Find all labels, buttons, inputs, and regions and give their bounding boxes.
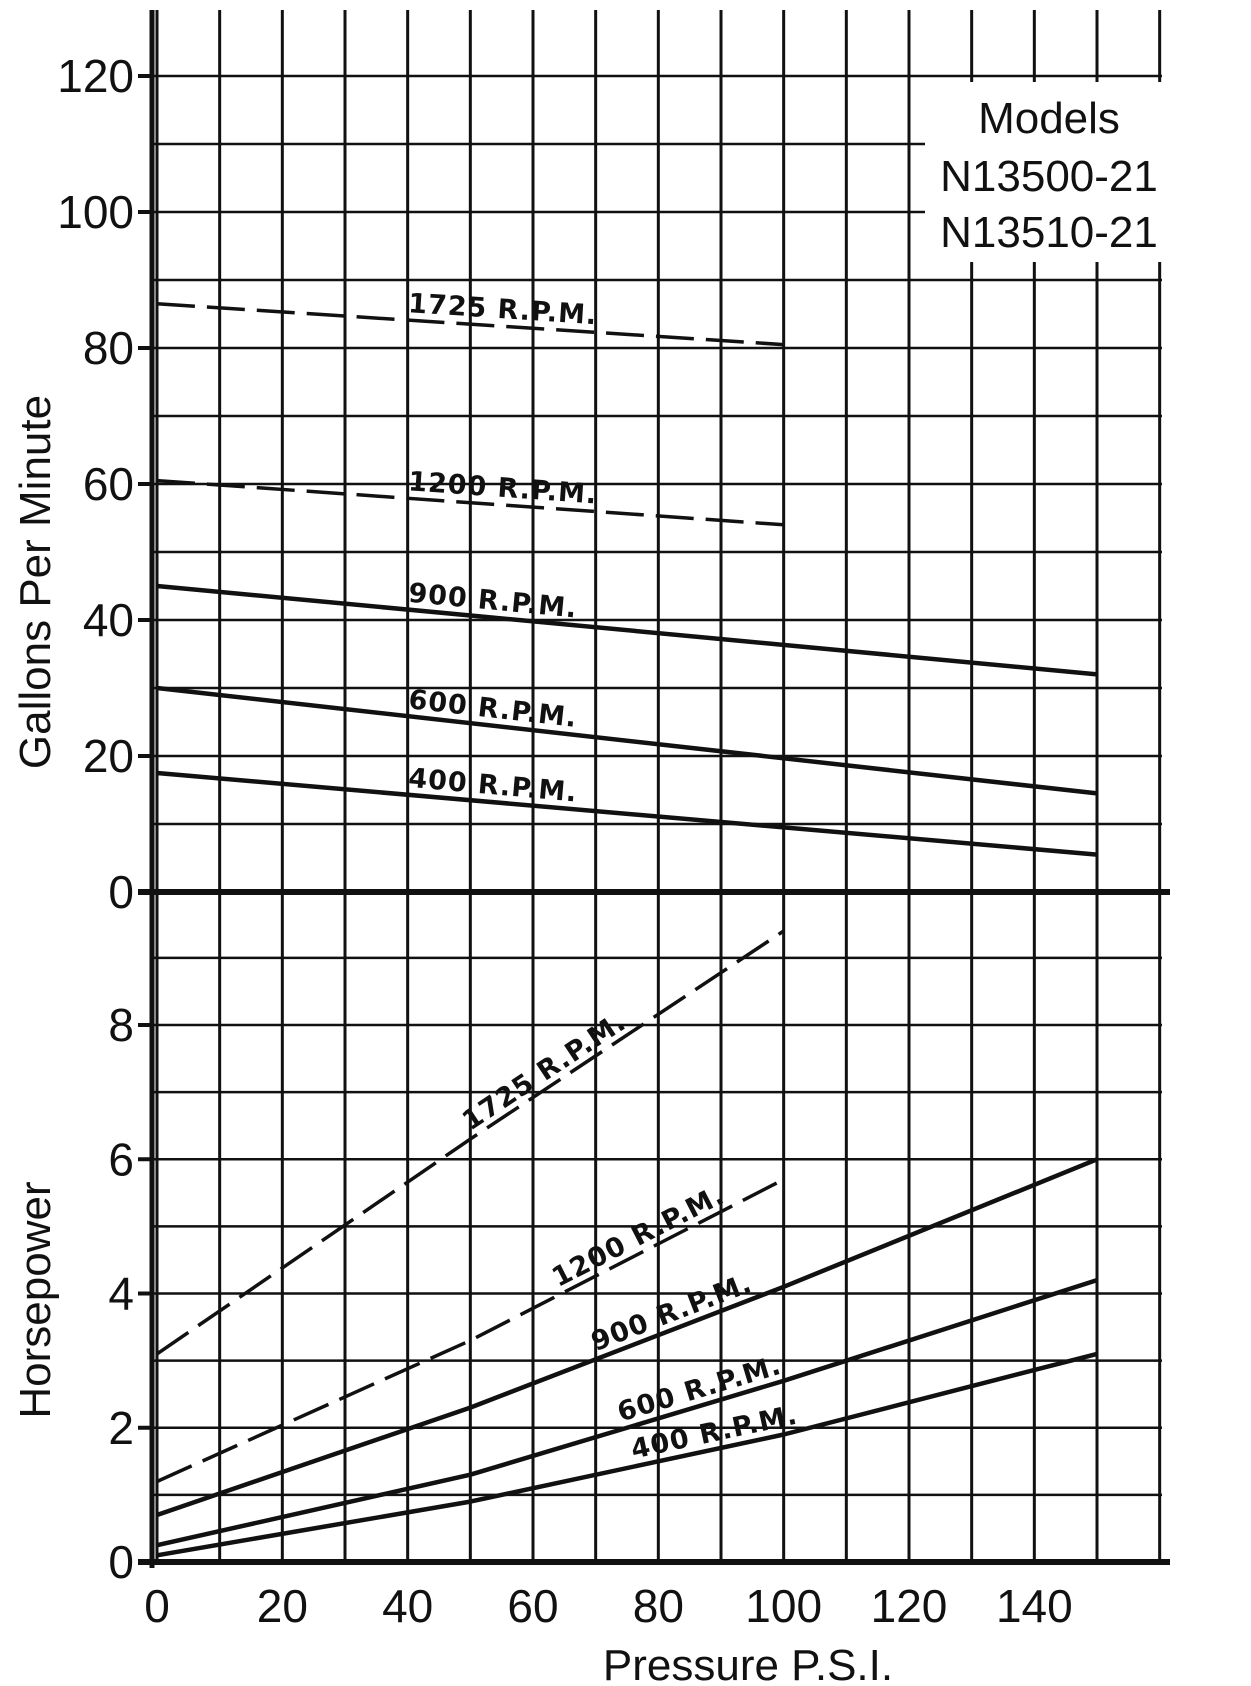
model-number-2: N13510-21 — [940, 208, 1158, 257]
y-axis-title-hp: Horsepower — [11, 1181, 60, 1418]
x-tick-label: 140 — [996, 1580, 1073, 1632]
y-axis-title-gpm: Gallons Per Minute — [11, 395, 60, 769]
series-line-gpm-600 — [156, 685, 1098, 796]
series-label-hp-1200: 1200 R.P.M. — [547, 1180, 730, 1294]
x-tick-label: 40 — [382, 1580, 433, 1632]
series-lines — [156, 302, 1098, 1558]
y-tick-label: 40 — [83, 594, 134, 646]
series-labels: 1725 R.P.M.1200 R.P.M.900 R.P.M.600 R.P.… — [407, 288, 801, 1465]
grid-lines — [152, 10, 1162, 1562]
series-line-gpm-1200 — [156, 478, 784, 527]
series-line-hp-600 — [156, 1277, 1098, 1548]
y-tick-label: 120 — [57, 50, 134, 102]
y-tick-label: 0 — [108, 1536, 134, 1588]
series-line-hp-900 — [156, 1157, 1098, 1518]
series-line-gpm-1725 — [156, 302, 784, 347]
x-tick-label: 0 — [144, 1580, 170, 1632]
y-tick-label: 100 — [57, 186, 134, 238]
x-tick-label: 20 — [257, 1580, 308, 1632]
x-tick-label: 60 — [507, 1580, 558, 1632]
y-tick-label: 80 — [83, 322, 134, 374]
series-line-gpm-400 — [156, 770, 1098, 857]
y-tick-label: 2 — [108, 1402, 134, 1454]
models-heading: Models — [978, 94, 1120, 143]
series-line-hp-400 — [156, 1351, 1098, 1558]
y-tick-label: 4 — [108, 1268, 134, 1320]
plot-frame — [138, 10, 1170, 1568]
x-tick-label: 100 — [745, 1580, 822, 1632]
series-label-gpm-1725: 1725 R.P.M. — [407, 288, 598, 331]
models-box: Models N13500-21 N13510-21 — [925, 82, 1165, 262]
y-tick-label: 6 — [108, 1133, 134, 1185]
series-line-gpm-900 — [156, 583, 1098, 677]
x-axis-title: Pressure P.S.I. — [603, 1641, 893, 1686]
series-label-gpm-1200: 1200 R.P.M. — [407, 466, 598, 510]
y-tick-label: 8 — [108, 999, 134, 1051]
model-number-1: N13500-21 — [940, 152, 1158, 201]
x-tick-label: 120 — [871, 1580, 948, 1632]
y-tick-label: 60 — [83, 458, 134, 510]
y-tick-label: 0 — [108, 866, 134, 918]
x-tick-label: 80 — [633, 1580, 684, 1632]
series-line-hp-1725 — [156, 929, 785, 1356]
y-tick-label: 20 — [83, 730, 134, 782]
series-label-hp-900: 900 R.P.M. — [587, 1268, 756, 1358]
series-line-hp-1200 — [156, 1177, 785, 1484]
